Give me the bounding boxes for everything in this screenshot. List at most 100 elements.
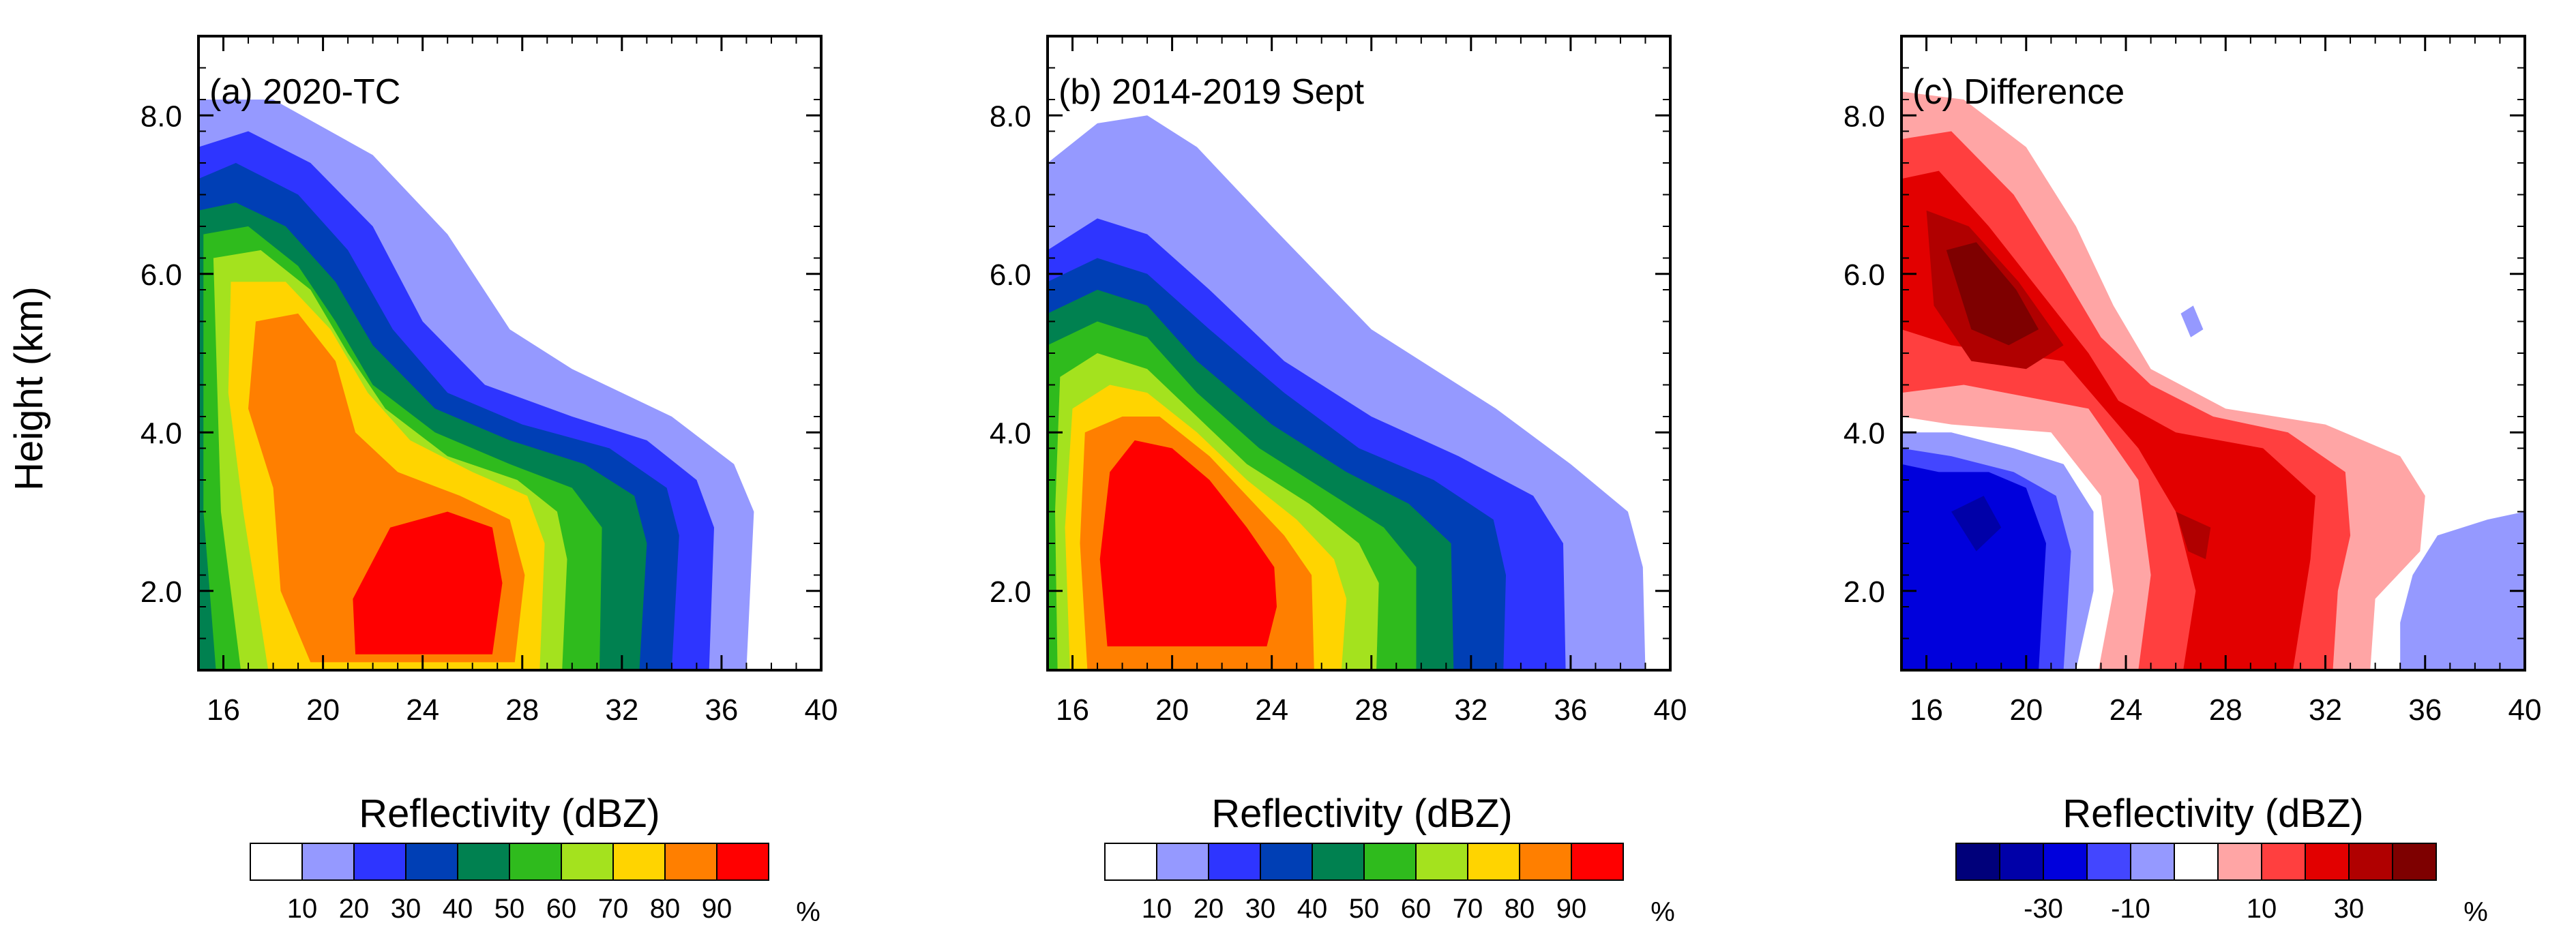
colorbar-swatch <box>301 843 355 881</box>
colorbar-swatch <box>716 843 769 881</box>
colorbar: 10 20 30 40 50 60 70 80 90% <box>1104 843 1675 927</box>
x-tick-label: 16 <box>1910 693 1943 727</box>
colorbar-label: 70 <box>1453 894 1483 924</box>
x-tick-label: 40 <box>805 693 838 727</box>
x-tick-label: 40 <box>2508 693 2542 727</box>
colorbar-swatch <box>1415 843 1468 881</box>
panel-title: (b) 2014-2019 Sept <box>1058 72 1365 112</box>
y-tick-label: 6.0 <box>140 258 182 292</box>
colorbar-swatch <box>1208 843 1261 881</box>
x-tick-label: 40 <box>1654 693 1687 727</box>
colorbar-swatch <box>2305 843 2350 881</box>
colorbar-label: 10 <box>2247 894 2277 924</box>
contour-band-level-2 <box>1901 464 2046 670</box>
colorbar-label: 90 <box>1556 894 1587 924</box>
colorbar-swatch <box>1955 843 2000 881</box>
colorbar-label: 90 <box>702 894 732 924</box>
x-tick-label: 16 <box>1056 693 1089 727</box>
colorbar-label: 30 <box>2334 894 2365 924</box>
x-tick-label: 28 <box>505 693 539 727</box>
contour-band-level-4 <box>2400 511 2525 670</box>
colorbar: -30 -10 10 30% <box>1955 843 2488 927</box>
panel-b: (b) 2014-2019 Sept Reflectivity (dBZ) 16… <box>990 35 1687 927</box>
colorbar-swatch <box>1467 843 1520 881</box>
colorbar-label: 60 <box>546 894 577 924</box>
colorbar-swatch <box>2174 843 2219 881</box>
colorbar-swatch <box>405 843 458 881</box>
colorbar-label: -10 <box>2111 894 2150 924</box>
colorbar: 10 20 30 40 50 60 70 80 90% <box>250 843 820 927</box>
colorbar-label: 20 <box>339 894 370 924</box>
colorbar-swatch <box>561 843 614 881</box>
colorbar-swatch <box>2392 843 2437 881</box>
panel-title: (a) 2020-TC <box>209 72 400 112</box>
x-axis-label: Reflectivity (dBZ) <box>1211 792 1513 836</box>
colorbar-label: 50 <box>494 894 525 924</box>
colorbar-unit: % <box>1650 897 1675 927</box>
x-tick-label: 20 <box>306 693 340 727</box>
y-tick-label: 4.0 <box>140 417 182 450</box>
y-tick-label: 4.0 <box>1844 417 1885 450</box>
x-tick-label: 24 <box>1255 693 1288 727</box>
peak-marker <box>421 561 433 573</box>
x-tick-label: 16 <box>207 693 240 727</box>
colorbar-swatch <box>1363 843 1417 881</box>
colorbar-swatch <box>2217 843 2262 881</box>
colorbar-unit: % <box>796 897 820 927</box>
colorbar-label: 20 <box>1194 894 1224 924</box>
y-tick-label: 8.0 <box>1844 100 1885 133</box>
x-axis-label: Reflectivity (dBZ) <box>359 792 660 836</box>
contour-band-level-1 <box>1951 496 2002 552</box>
colorbar-swatch <box>250 843 303 881</box>
colorbar-label: 50 <box>1349 894 1380 924</box>
colorbar-swatch <box>2043 843 2088 881</box>
x-tick-label: 32 <box>1454 693 1487 727</box>
y-tick-label: 4.0 <box>990 417 1031 450</box>
colorbar-unit: % <box>2463 897 2488 927</box>
x-tick-label: 36 <box>2408 693 2442 727</box>
x-tick-label: 32 <box>605 693 638 727</box>
y-tick-label: 2.0 <box>1844 575 1885 609</box>
x-tick-label: 20 <box>1155 693 1189 727</box>
colorbar-swatch <box>1156 843 1209 881</box>
colorbar-label: 30 <box>391 894 421 924</box>
colorbar-swatch <box>1999 843 2044 881</box>
x-axis-label: Reflectivity (dBZ) <box>2062 792 2364 836</box>
x-tick-label: 32 <box>2309 693 2342 727</box>
colorbar-label: 40 <box>1297 894 1328 924</box>
colorbar-swatch <box>457 843 510 881</box>
panel-c: (c) Difference Reflectivity (dBZ) 16 20 24… <box>1844 35 2542 927</box>
y-tick-label: 2.0 <box>990 575 1031 609</box>
x-tick-label: 28 <box>1354 693 1388 727</box>
colorbar-swatch <box>1571 843 1624 881</box>
colorbar-swatch <box>2348 843 2393 881</box>
colorbar-label: 80 <box>1505 894 1535 924</box>
colorbar-swatch <box>353 843 406 881</box>
contour-band-level-9 <box>2176 511 2211 560</box>
colorbar-label: -30 <box>2024 894 2063 924</box>
x-tick-label: 36 <box>1554 693 1587 727</box>
y-tick-label: 6.0 <box>990 258 1031 292</box>
colorbar-swatch <box>2130 843 2175 881</box>
x-tick-label: 36 <box>705 693 738 727</box>
colorbar-label: 80 <box>650 894 681 924</box>
colorbar-swatch <box>1519 843 1572 881</box>
contour-band-level-10 <box>1946 242 2039 346</box>
colorbar-swatch <box>2261 843 2306 881</box>
colorbar-label: 30 <box>1245 894 1276 924</box>
colorbar-swatch <box>2086 843 2131 881</box>
colorbar-label: 40 <box>443 894 473 924</box>
y-axis-label: Height (km) <box>7 286 51 491</box>
colorbar-swatch <box>509 843 562 881</box>
contour-band-level-4 <box>2180 305 2204 337</box>
colorbar-label: 60 <box>1401 894 1432 924</box>
y-tick-label: 8.0 <box>140 100 182 133</box>
colorbar-swatch <box>1104 843 1157 881</box>
peak-marker <box>1191 538 1203 549</box>
y-tick-label: 2.0 <box>140 575 182 609</box>
colorbar-swatch <box>1260 843 1313 881</box>
colorbar-swatch <box>664 843 717 881</box>
contour-band-level-9 <box>1099 440 1277 647</box>
colorbar-swatch <box>1312 843 1365 881</box>
